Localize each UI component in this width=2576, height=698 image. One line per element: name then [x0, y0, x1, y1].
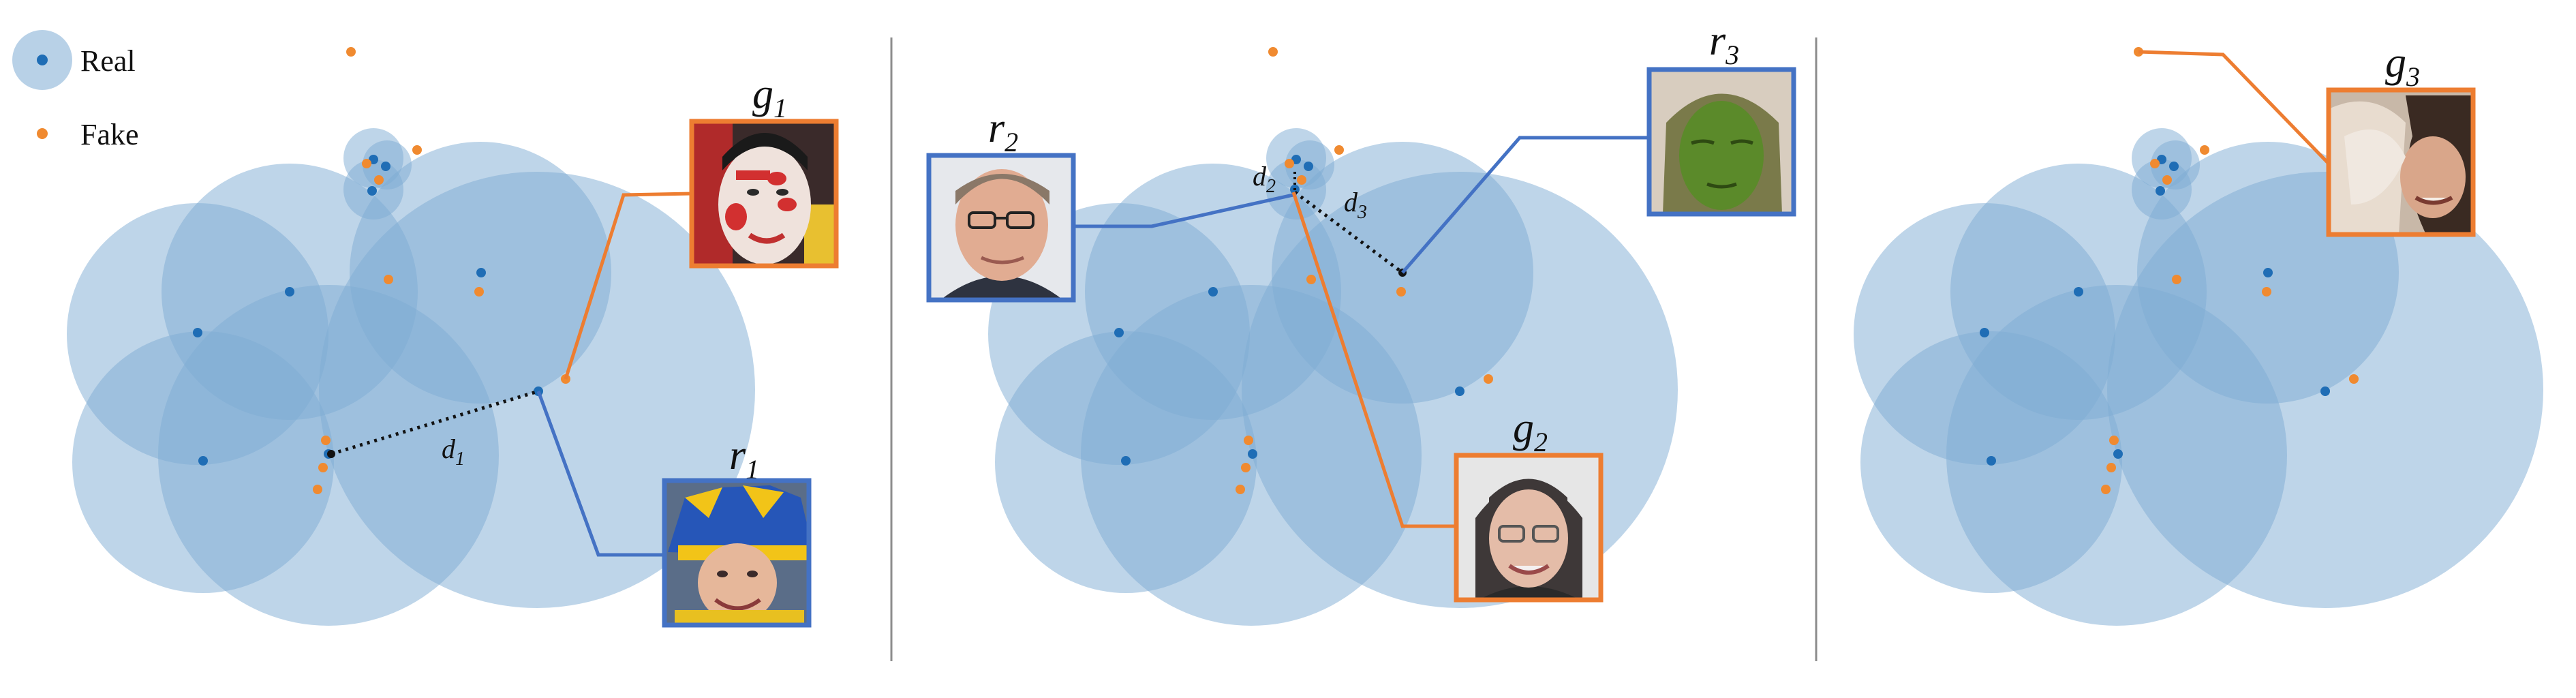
real-point: [2074, 287, 2083, 297]
real-point: [476, 268, 486, 277]
image-g2: g2: [1454, 405, 1604, 603]
real-points-2: [1114, 155, 1465, 466]
real-point: [1121, 456, 1131, 466]
face-g1: [692, 121, 836, 266]
panel-2: d2 d3 r2 r3: [926, 18, 1796, 626]
legend: Real Fake: [12, 30, 139, 151]
fake-point: [1241, 463, 1251, 472]
panel-1: d1 g1 r1: [67, 47, 839, 628]
fake-point: [1297, 175, 1306, 185]
frame-g1: [689, 119, 839, 269]
fake-point: [2150, 159, 2160, 168]
fake-points-2: [1236, 47, 1493, 494]
fake-point: [1236, 485, 1245, 494]
face-g2: [1456, 455, 1601, 600]
fake-point: [2172, 275, 2181, 284]
image-r3: r3: [1646, 18, 1796, 217]
fake-point: [321, 436, 331, 445]
real-point: [367, 186, 377, 196]
real-point: [198, 456, 208, 466]
legend-real-label: Real: [80, 44, 136, 78]
connector-r2: [1073, 192, 1297, 228]
image-g1: g1: [689, 71, 839, 269]
real-point: [1987, 456, 1996, 466]
real-point: [193, 328, 202, 337]
fake-point: [1334, 145, 1344, 155]
connector-g3: [2138, 50, 2330, 165]
fake-point: [1306, 275, 1316, 284]
real-point: [381, 162, 390, 171]
real-point: [1248, 449, 1257, 459]
label-g2: g2: [1513, 405, 1548, 457]
real-circles-1: [67, 128, 755, 626]
image-g3: g3: [2326, 40, 2476, 237]
fake-points-1: [313, 47, 570, 494]
legend-fake-label: Fake: [80, 118, 139, 151]
real-point: [1980, 328, 1989, 337]
distance-label-d2: d2: [1253, 161, 1276, 197]
real-point: [2320, 386, 2330, 396]
fake-point: [412, 145, 422, 155]
label-g3: g3: [2385, 40, 2420, 92]
connector-r1: [536, 391, 664, 557]
fake-point: [1285, 159, 1294, 168]
legend-real-dot: [37, 55, 48, 65]
fake-point: [362, 159, 371, 168]
connector-r3: [1401, 136, 1649, 274]
label-g1: g1: [752, 71, 787, 123]
distance-label-d1: d1: [442, 434, 465, 470]
real-point: [2263, 268, 2273, 277]
label-r3: r3: [1709, 18, 1739, 70]
anchor-point: [327, 450, 335, 458]
real-point: [285, 287, 294, 297]
fake-point: [346, 47, 356, 57]
real-point: [2169, 162, 2179, 171]
image-r1: r1: [662, 432, 812, 628]
fake-point: [1396, 287, 1406, 297]
image-r2: r2: [926, 105, 1076, 303]
distance-line-d1: [331, 389, 539, 456]
face-r1: [664, 481, 809, 625]
real-point: [1208, 287, 1218, 297]
fake-point: [474, 287, 484, 297]
fake-point: [2101, 485, 2111, 494]
fake-point: [374, 175, 384, 185]
panel-3: g3: [1854, 40, 2543, 626]
fake-point: [2109, 436, 2119, 445]
real-point: [2113, 449, 2123, 459]
legend-fake-dot: [37, 128, 48, 139]
fake-point: [1244, 436, 1253, 445]
real-points-3: [1980, 155, 2330, 466]
real-point: [2156, 186, 2165, 196]
fake-point: [2349, 374, 2359, 384]
fake-point: [318, 463, 328, 472]
fake-point: [1268, 47, 1278, 57]
real-point: [1114, 328, 1124, 337]
fake-point: [1484, 374, 1493, 384]
frame-g2: [1454, 453, 1604, 603]
frame-r1: [662, 478, 812, 628]
label-r1: r1: [729, 432, 759, 485]
frame-g3: [2326, 87, 2476, 237]
fake-points-3: [2101, 47, 2359, 494]
fake-point: [2106, 463, 2116, 472]
fake-point: [384, 275, 393, 284]
frame-r2: [926, 153, 1076, 303]
face-r2: [929, 155, 1073, 300]
connector-g2: [1291, 192, 1456, 528]
label-r2: r2: [988, 105, 1018, 157]
fake-point: [2200, 145, 2209, 155]
fake-point: [313, 485, 322, 494]
fake-point: [2162, 175, 2172, 185]
connector-g1: [564, 192, 692, 380]
face-g3: [2329, 90, 2473, 234]
real-point: [1455, 386, 1465, 396]
real-point: [1304, 162, 1313, 171]
face-r3: [1649, 70, 1794, 214]
fake-point: [2262, 287, 2271, 297]
distance-label-d3: d3: [1344, 187, 1367, 223]
frame-r3: [1646, 67, 1796, 217]
